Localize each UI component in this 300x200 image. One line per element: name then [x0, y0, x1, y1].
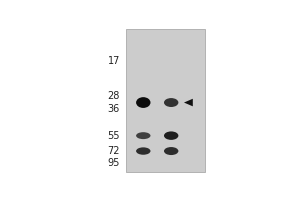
Polygon shape: [184, 99, 193, 106]
Ellipse shape: [136, 147, 151, 155]
Ellipse shape: [164, 98, 178, 107]
Ellipse shape: [136, 132, 151, 139]
Text: 95: 95: [108, 158, 120, 168]
Ellipse shape: [136, 97, 151, 108]
Ellipse shape: [164, 131, 178, 140]
Text: 28: 28: [108, 91, 120, 101]
Ellipse shape: [164, 147, 178, 155]
Text: 36: 36: [108, 104, 120, 114]
Text: 55: 55: [107, 131, 120, 141]
Bar: [126, 29, 205, 172]
Text: 72: 72: [107, 146, 120, 156]
Text: 17: 17: [108, 56, 120, 66]
